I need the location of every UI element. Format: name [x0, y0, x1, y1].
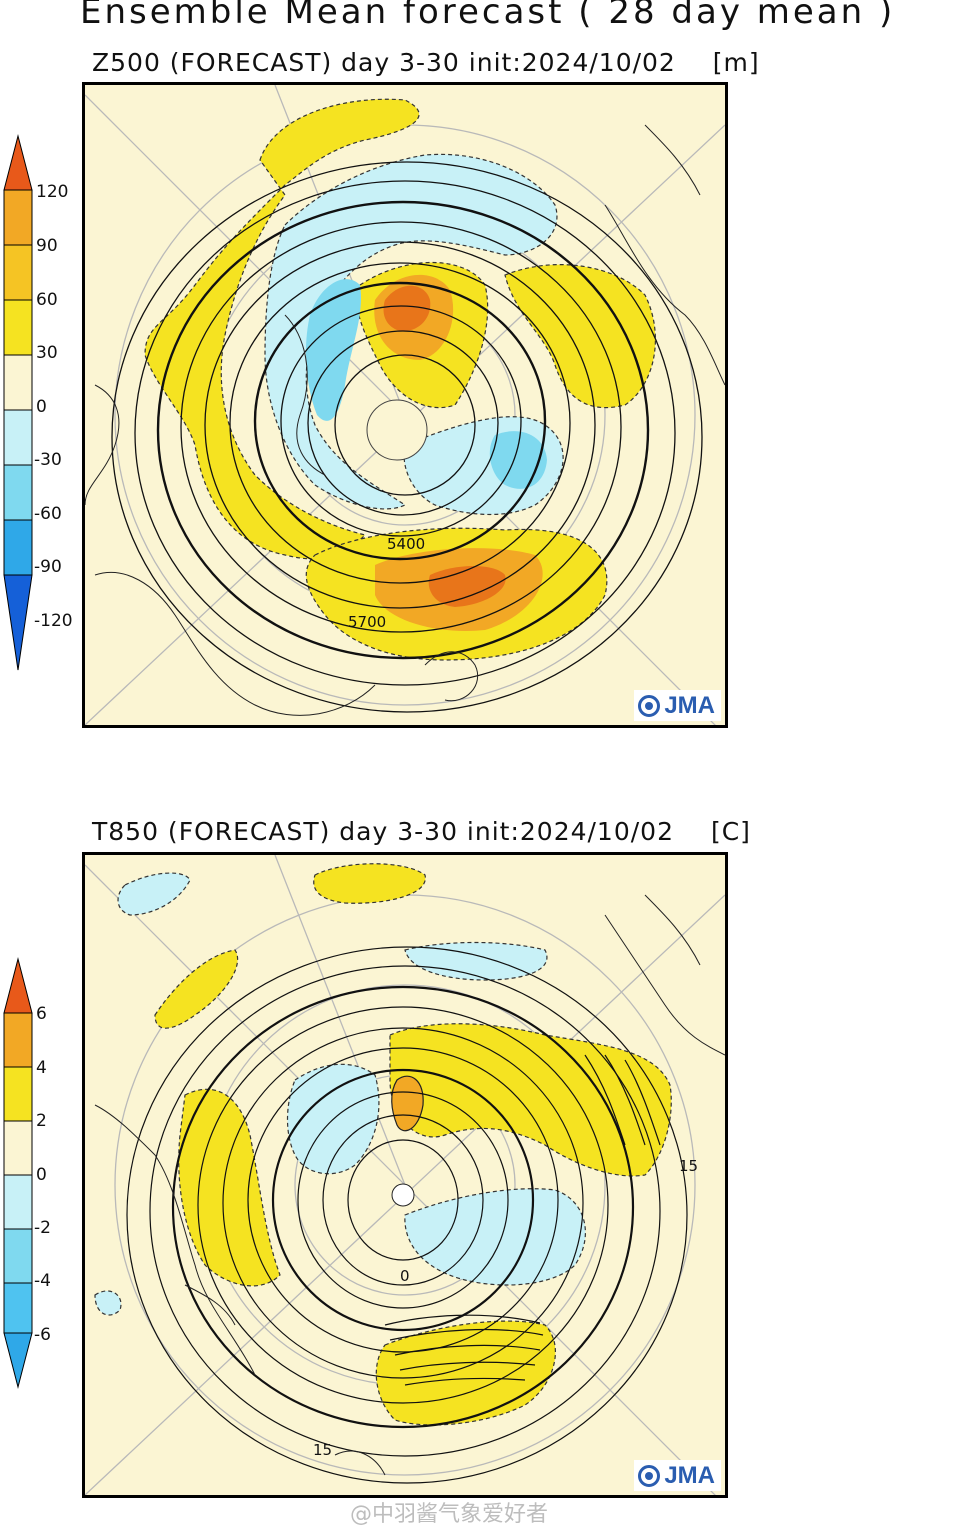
z500-unit: [m] [712, 48, 760, 77]
z500-map-graphics [85, 85, 725, 725]
t850-panel-title: T850 (FORECAST) day 3-30 init:2024/10/02… [92, 817, 751, 846]
t850-tick-label: 0 [36, 1165, 47, 1185]
t850-contour-label: 15 [679, 1157, 699, 1175]
watermark: @中羽酱气象爱好者 [350, 1502, 549, 1527]
z500-contour-label-5400: 5400 [387, 535, 426, 553]
t850-pole-marker [391, 1183, 415, 1207]
z500-panel-title: Z500 (FORECAST) day 3-30 init:2024/10/02… [92, 48, 760, 77]
t850-positive-anomaly-2 [154, 863, 672, 1426]
t850-jma-text: JMA [664, 1462, 715, 1489]
z500-tick-label: 30 [36, 343, 58, 363]
t850-tick-label: 4 [36, 1058, 47, 1078]
t850-coastlines [94, 894, 725, 1476]
t850-jma-logo: JMA [634, 1460, 721, 1491]
z500-title-text: Z500 (FORECAST) day 3-30 init:2024/10/02 [92, 48, 676, 77]
t850-contour-label: 15 [313, 1441, 333, 1459]
z500-tick-label: -120 [34, 611, 73, 631]
t850-title-text: T850 (FORECAST) day 3-30 init:2024/10/02 [92, 817, 674, 846]
t850-tick-label: 6 [36, 1004, 47, 1024]
z500-map: 5400 5700 JMA [82, 82, 728, 728]
z500-coastlines [85, 124, 725, 716]
z500-jma-logo: JMA [634, 690, 721, 721]
t850-positive-anomaly-4 [391, 1075, 424, 1132]
figure-title: Ensemble Mean forecast ( 28 day mean ) [80, 0, 896, 32]
jma-emblem-icon [638, 695, 661, 717]
z500-tick-label: -90 [34, 557, 62, 577]
t850-tick-label: 2 [36, 1111, 47, 1131]
jma-emblem-icon [638, 1465, 661, 1487]
z500-tick-label: -60 [34, 504, 62, 524]
t850-tick-label: -2 [34, 1218, 51, 1238]
z500-height-contours [111, 161, 703, 713]
t850-contour-label: 0 [400, 1267, 410, 1285]
t850-tick-label: -4 [34, 1271, 51, 1291]
t850-unit: [C] [710, 817, 751, 846]
z500-colorbar [3, 134, 33, 671]
z500-tick-label: -30 [34, 450, 62, 470]
z500-tick-label: 120 [36, 182, 69, 202]
z500-tick-label: 90 [36, 236, 58, 256]
t850-colorbar [3, 957, 33, 1389]
t850-map-graphics [85, 855, 725, 1495]
t850-isotherms [126, 946, 688, 1484]
z500-tick-label: 0 [36, 397, 47, 417]
z500-tick-label: 60 [36, 290, 58, 310]
z500-contour-label-5700: 5700 [348, 613, 387, 631]
z500-pole-region [366, 399, 428, 461]
t850-map: 15 0 15 JMA [82, 852, 728, 1498]
z500-jma-text: JMA [664, 692, 715, 719]
t850-tick-label: -6 [34, 1325, 51, 1345]
